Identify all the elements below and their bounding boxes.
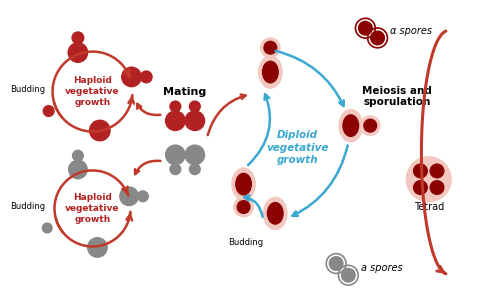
Ellipse shape xyxy=(263,61,278,83)
Circle shape xyxy=(261,38,280,57)
Circle shape xyxy=(185,111,205,130)
Circle shape xyxy=(43,106,54,116)
Circle shape xyxy=(338,265,358,285)
Circle shape xyxy=(137,191,148,202)
FancyArrowPatch shape xyxy=(292,146,348,216)
Circle shape xyxy=(326,254,346,273)
Ellipse shape xyxy=(232,168,255,200)
Text: a spores: a spores xyxy=(361,263,402,273)
Text: Diploid
vegetative
growth: Diploid vegetative growth xyxy=(266,130,328,165)
FancyArrowPatch shape xyxy=(248,94,270,165)
Circle shape xyxy=(185,145,205,165)
Circle shape xyxy=(430,164,444,178)
Circle shape xyxy=(170,101,181,112)
Circle shape xyxy=(72,150,83,161)
FancyArrowPatch shape xyxy=(208,94,246,135)
Circle shape xyxy=(88,238,107,257)
Circle shape xyxy=(356,18,375,38)
Circle shape xyxy=(341,268,355,282)
Ellipse shape xyxy=(264,197,287,230)
Text: Budding: Budding xyxy=(10,202,45,211)
Text: Meiosis and
sporulation: Meiosis and sporulation xyxy=(362,85,432,107)
Ellipse shape xyxy=(343,115,359,136)
Text: Budding: Budding xyxy=(10,85,45,94)
Circle shape xyxy=(329,257,343,270)
Circle shape xyxy=(166,111,185,130)
Circle shape xyxy=(72,32,84,44)
Ellipse shape xyxy=(236,173,251,195)
Ellipse shape xyxy=(259,56,282,88)
Circle shape xyxy=(189,164,200,175)
Circle shape xyxy=(406,157,451,202)
Circle shape xyxy=(68,43,88,62)
Circle shape xyxy=(42,223,52,233)
FancyArrowPatch shape xyxy=(137,104,160,115)
Circle shape xyxy=(368,28,387,48)
Circle shape xyxy=(189,101,200,112)
Circle shape xyxy=(364,119,376,132)
Circle shape xyxy=(414,181,427,194)
FancyArrowPatch shape xyxy=(276,51,344,106)
Text: Haploid
vegetative
growth: Haploid vegetative growth xyxy=(65,76,120,107)
Text: Tetrad: Tetrad xyxy=(414,202,444,212)
Circle shape xyxy=(237,201,250,213)
Circle shape xyxy=(234,197,253,217)
FancyArrowPatch shape xyxy=(135,161,160,174)
Circle shape xyxy=(90,120,110,141)
Text: Haploid
vegetative
growth: Haploid vegetative growth xyxy=(65,193,120,224)
Circle shape xyxy=(414,164,427,178)
Circle shape xyxy=(120,187,138,206)
Circle shape xyxy=(69,160,87,179)
FancyArrowPatch shape xyxy=(244,195,263,217)
Circle shape xyxy=(264,41,277,54)
Text: Mating: Mating xyxy=(163,86,207,97)
Text: Budding: Budding xyxy=(228,238,264,247)
Circle shape xyxy=(140,71,152,83)
Circle shape xyxy=(166,145,185,165)
Circle shape xyxy=(430,181,444,194)
Text: α spores: α spores xyxy=(390,26,432,36)
Circle shape xyxy=(371,31,384,45)
Ellipse shape xyxy=(339,110,363,142)
Circle shape xyxy=(170,164,181,175)
Ellipse shape xyxy=(268,202,283,224)
Circle shape xyxy=(359,21,372,35)
Circle shape xyxy=(361,116,380,135)
Circle shape xyxy=(122,67,141,87)
